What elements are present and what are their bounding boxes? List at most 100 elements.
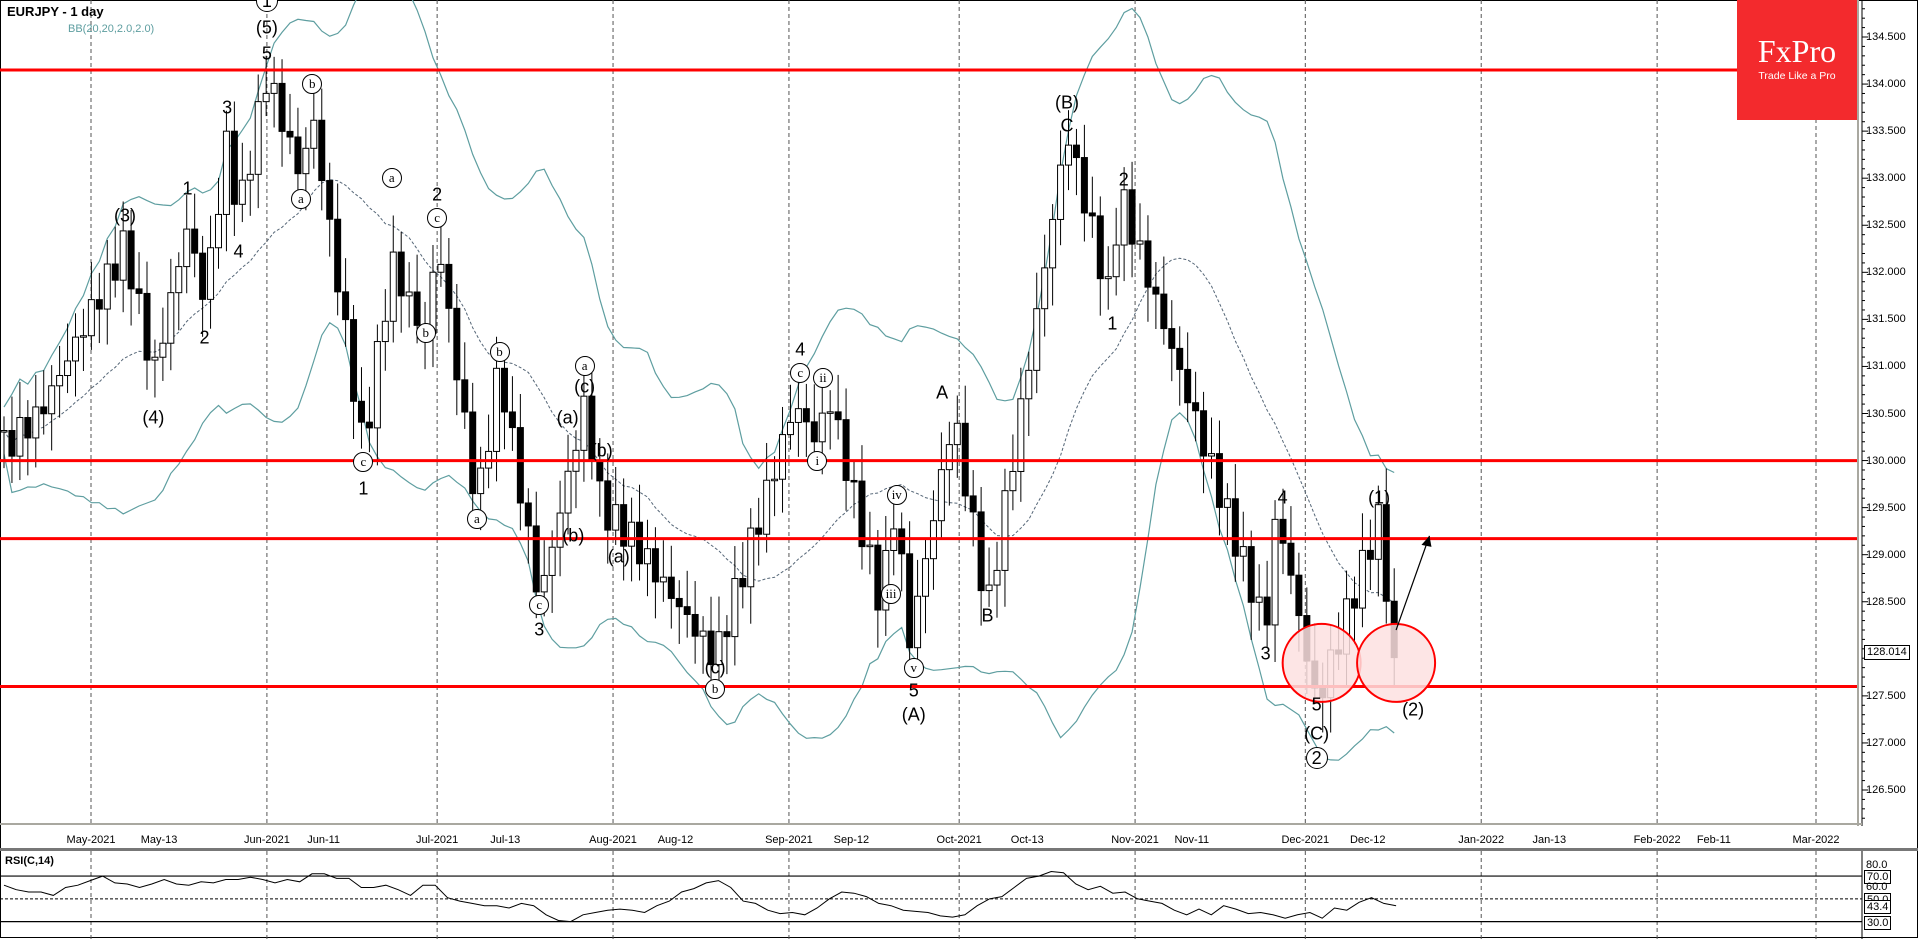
wave-label: c — [790, 363, 811, 384]
rsi-tick-label: 70.0 — [1864, 870, 1892, 885]
wave-label: 2 — [199, 327, 210, 348]
time-tick-label: Sep-12 — [833, 834, 870, 846]
price-tick-label: 133.500 — [1866, 125, 1906, 138]
rsi-tick-label: 43.4 — [1864, 900, 1892, 915]
rsi-tick-label: 60.0 — [1866, 881, 1888, 894]
price-tick-label: 132.500 — [1866, 219, 1906, 232]
wave-label: 4 — [1277, 487, 1288, 508]
price-tick-label: 127.000 — [1866, 736, 1906, 749]
wave-label: 2 — [432, 184, 443, 205]
wave-label: (1) — [1368, 487, 1391, 508]
wave-label: b — [705, 679, 726, 700]
time-tick-label: Feb-11 — [1696, 834, 1731, 846]
price-tick-label: 130.500 — [1866, 407, 1906, 420]
wave-label: (C) — [1304, 723, 1330, 744]
price-tick-label: 134.500 — [1866, 31, 1906, 43]
wave-label: (5) — [255, 17, 278, 38]
price-tick-label: 132.000 — [1866, 266, 1906, 279]
wave-label: 3 — [534, 619, 545, 640]
wave-label: c — [427, 207, 448, 228]
time-tick-label: Aug-2021 — [589, 834, 637, 846]
time-tick-label: Jun-2021 — [243, 834, 290, 846]
wave-label: a — [381, 168, 402, 189]
wave-label: ii — [812, 367, 833, 388]
wave-label: 3 — [1260, 643, 1271, 664]
price-tick-label: 129.000 — [1866, 548, 1906, 561]
wave-label: 2 — [1305, 746, 1328, 769]
price-pane[interactable]: EURJPY - 1 day BB(20,20,2.0,2.0) FxPro T… — [0, 0, 1918, 826]
wave-label: (c) — [574, 376, 596, 397]
wave-label: 4 — [233, 241, 244, 262]
wave-label: v — [903, 657, 924, 678]
price-tick-label: 130.000 — [1866, 454, 1906, 467]
wave-label: c — [353, 452, 374, 473]
time-tick-label: Jul-2021 — [416, 834, 459, 846]
wave-label: (2) — [1402, 699, 1425, 720]
wave-label: 5 — [908, 680, 919, 701]
time-tick-label: Jan-13 — [1532, 834, 1567, 846]
wave-label: (a) — [607, 546, 630, 567]
wave-label: (c) — [704, 657, 726, 678]
wave-label: B — [981, 605, 994, 626]
wave-label: (4) — [142, 407, 165, 428]
wave-label: C — [1060, 115, 1074, 136]
time-tick-label: Mar-2022 — [1792, 834, 1840, 846]
price-tick-label: 131.500 — [1866, 313, 1906, 326]
price-tick-label: 131.000 — [1866, 360, 1906, 373]
time-tick-label: Dec-2021 — [1281, 834, 1330, 846]
wave-label: c — [529, 594, 550, 615]
wave-label: 4 — [795, 339, 806, 360]
wave-label: (a) — [556, 407, 579, 428]
rsi-title: RSI(C,14) — [5, 855, 54, 867]
wave-label: 5 — [1311, 694, 1322, 715]
rsi-pane[interactable]: RSI(C,14) 80.070.060.050.043.430.0 — [0, 848, 1918, 939]
time-tick-label: Oct-13 — [1010, 834, 1044, 846]
bollinger-label: BB(20,20,2.0,2.0) — [68, 23, 155, 35]
time-tick-label: May-2021 — [66, 834, 116, 846]
time-tick-label: Jun-11 — [307, 834, 341, 846]
wave-label: (A) — [901, 704, 926, 725]
time-tick-label: May-13 — [140, 834, 178, 846]
rsi-chart-svg — [0, 851, 1863, 939]
price-chart-svg — [0, 0, 1868, 826]
time-tick-label: Dec-12 — [1349, 834, 1386, 846]
wave-label: 5 — [261, 43, 272, 64]
time-tick-label: Nov-11 — [1174, 834, 1210, 846]
price-tick-label: 133.000 — [1866, 172, 1906, 185]
wave-label: A — [936, 382, 949, 403]
wave-label: 1 — [182, 178, 193, 199]
wave-label: iii — [881, 584, 902, 605]
wave-label: 3 — [222, 97, 233, 118]
wave-label: a — [574, 356, 595, 377]
wave-label: 2 — [1118, 169, 1129, 190]
wave-label: 1 — [358, 478, 369, 499]
logo-tagline: Trade Like a Pro — [1758, 70, 1836, 82]
price-tick-label: 127.500 — [1866, 689, 1906, 702]
wave-label: b — [489, 342, 510, 363]
wave-label: i — [807, 450, 828, 471]
wave-label: (B) — [1054, 92, 1079, 113]
price-tick-label: 126.500 — [1866, 784, 1906, 796]
time-tick-label: Oct-2021 — [936, 834, 982, 846]
wave-label: (3) — [114, 205, 137, 226]
price-tick-label: 134.000 — [1866, 78, 1906, 91]
wave-label: b — [302, 74, 323, 95]
time-tick-label: Feb-2022 — [1633, 834, 1681, 846]
rsi-tick-label: 80.0 — [1866, 858, 1888, 871]
logo-brand: FxPro — [1757, 33, 1837, 69]
wave-label: 1 — [1107, 313, 1118, 334]
time-tick-label: Aug-12 — [657, 834, 694, 846]
wave-label: a — [290, 188, 311, 209]
time-tick-label: Jul-13 — [490, 834, 521, 846]
wave-label: iv — [886, 485, 907, 506]
chart-title: EURJPY - 1 day — [7, 4, 104, 19]
time-tick-label: Jan-2022 — [1458, 834, 1505, 846]
wave-label: b — [415, 323, 436, 344]
wave-label: (b) — [562, 525, 585, 546]
last-price-marker: 128.014 — [1864, 645, 1910, 660]
wave-label: (b) — [590, 440, 613, 461]
price-tick-label: 128.500 — [1866, 595, 1906, 608]
fxpro-logo: FxPro Trade Like a Pro — [1737, 0, 1857, 120]
time-tick-label: Nov-2021 — [1111, 834, 1159, 846]
rsi-tick-label: 30.0 — [1864, 915, 1892, 930]
